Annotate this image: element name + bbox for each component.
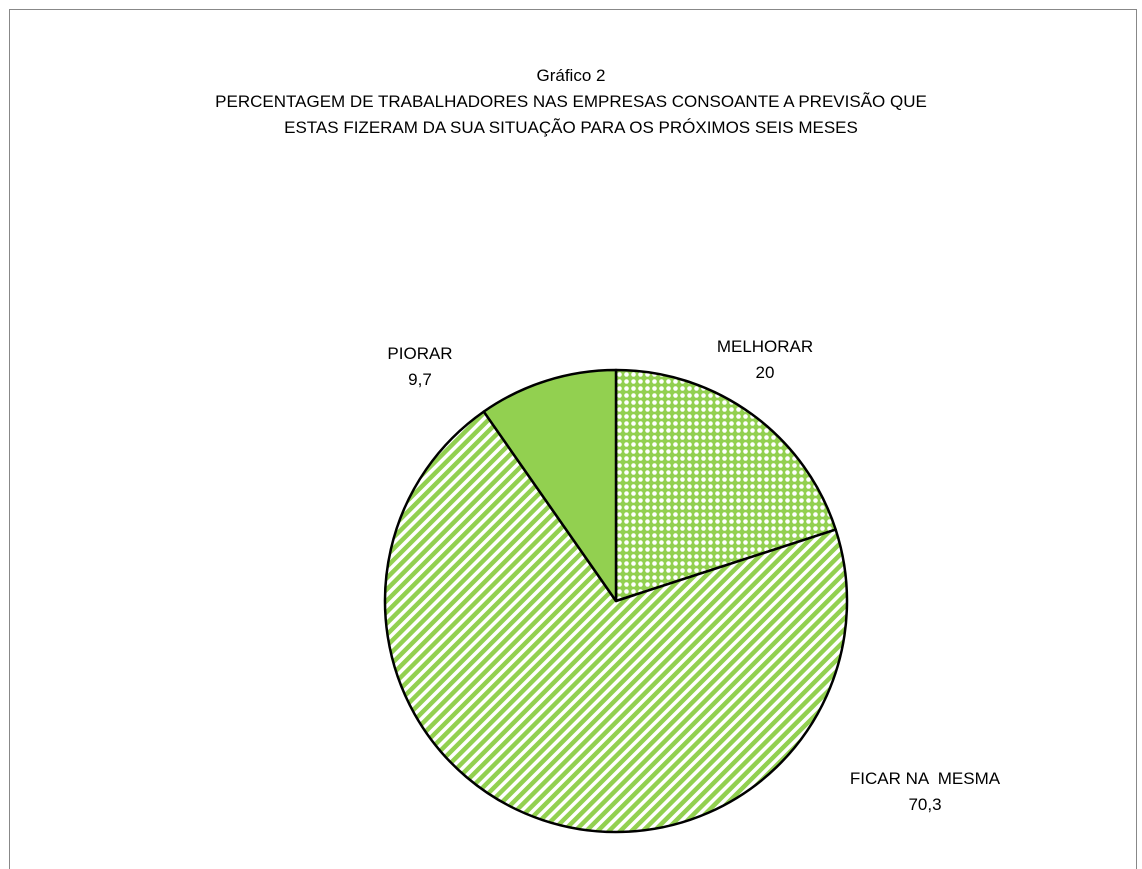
- slice-value-label: 70,3: [908, 795, 941, 814]
- pie-slice: [383, 410, 849, 834]
- pie-slice: [614, 368, 837, 603]
- pie-slice: [482, 368, 618, 603]
- slice-category-label: FICAR NA MESMA: [850, 769, 1001, 788]
- chart-subtitle: ESTAS FIZERAM DA SUA SITUAÇÃO PARA OS PR…: [284, 118, 858, 137]
- chart-title: Gráfico 2: [537, 66, 606, 85]
- slice-value-label: 9,7: [408, 370, 432, 389]
- chart-frame: [9, 9, 1137, 869]
- slice-category-label: MELHORAR: [717, 337, 813, 356]
- slice-category-label: PIORAR: [387, 344, 452, 363]
- chart-subtitle: PERCENTAGEM DE TRABALHADORES NAS EMPRESA…: [215, 92, 927, 111]
- slice-value-label: 20: [756, 363, 775, 382]
